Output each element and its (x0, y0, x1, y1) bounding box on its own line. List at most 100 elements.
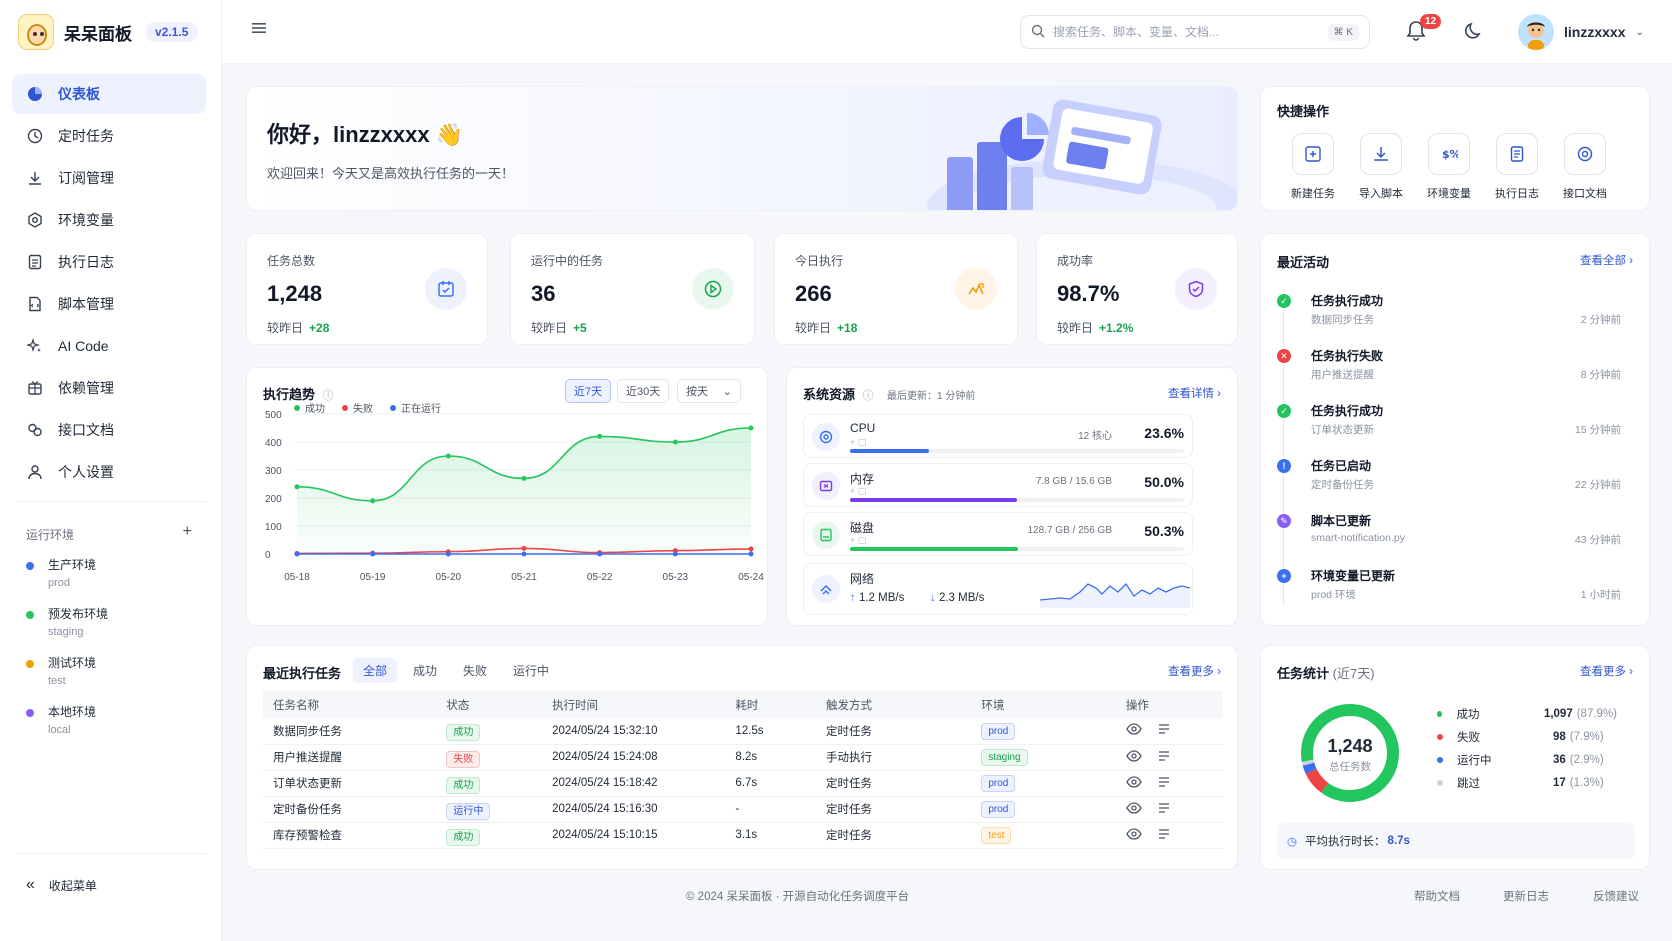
resource-name: 磁盘 (850, 521, 875, 535)
log-icon[interactable] (1158, 750, 1170, 765)
data-point[interactable] (294, 551, 300, 557)
range-30d-button[interactable]: 近30天 (617, 379, 670, 403)
quick-action-label: 新建任务 (1291, 188, 1335, 200)
footer-feedback-link[interactable]: 反馈建议 (1593, 891, 1639, 903)
quick-action-4[interactable]: 执行日志 (1489, 133, 1545, 201)
stats-more-link[interactable]: 查看更多 › (1579, 666, 1633, 678)
env-item[interactable]: 本地环境 local (26, 703, 108, 736)
eye-icon[interactable] (1126, 775, 1142, 791)
sidebar-item-5[interactable]: 执行日志 (12, 242, 206, 282)
data-point[interactable] (445, 551, 451, 557)
data-point[interactable] (445, 453, 451, 459)
user-menu[interactable]: linzzxxxx ⌄ (1518, 14, 1644, 50)
data-point[interactable] (597, 433, 603, 439)
bell-icon[interactable] (1406, 20, 1426, 45)
sidebar-item-9[interactable]: 接口文档 (12, 410, 206, 450)
data-point[interactable] (521, 545, 527, 551)
data-point[interactable] (521, 475, 527, 481)
env-item[interactable]: 预发布环境 staging (26, 605, 108, 638)
env-name: 测试环境 (48, 656, 97, 670)
footer-changelog-link[interactable]: 更新日志 (1503, 891, 1549, 903)
sidebar-item-7[interactable]: AI Code (12, 326, 206, 366)
table-row[interactable]: 用户推送提醒 失败 2024/05/24 15:24:08 8.2s 手动执行 stagi… (263, 744, 1223, 771)
table-row[interactable]: 数据同步任务 成功 2024/05/24 15:32:10 12.5s 定时任务 prod (263, 718, 1223, 745)
eye-icon[interactable] (1126, 827, 1142, 843)
log-icon[interactable] (1158, 828, 1170, 843)
quick-action-5[interactable]: 接口文档 (1557, 133, 1613, 201)
sidebar-item-label: 个人设置 (58, 464, 114, 480)
resource-expand-icon[interactable]: + ▢ (850, 535, 867, 545)
resource-row: 内存 + ▢ 7.8 GB / 15.6 GB 50.0% (803, 463, 1193, 507)
sidebar-item-4[interactable]: 环境变量 (12, 200, 206, 240)
data-point[interactable] (597, 551, 603, 557)
legend-pct: (2.9%) (1569, 754, 1604, 766)
quick-action-3[interactable]: $% 环境变量 (1421, 133, 1477, 201)
legend-item[interactable]: 失败 (342, 402, 373, 415)
eye-icon[interactable] (1126, 723, 1142, 738)
search-input[interactable] (1053, 25, 1320, 39)
eye-icon[interactable] (1126, 749, 1142, 765)
data-point[interactable] (370, 498, 376, 504)
quick-action-1[interactable]: 新建任务 (1285, 133, 1341, 201)
legend-name: 成功 (1456, 709, 1480, 721)
table-row[interactable]: 订单状态更新 成功 2024/05/24 15:18:42 6.7s 定时任务 prod (263, 770, 1223, 797)
sidebar-item-1[interactable]: 仪表板 (12, 74, 206, 114)
activity-sub: 数据同步任务 (1311, 314, 1374, 326)
stat-compare-label: 较昨日 (531, 321, 568, 335)
task-tab-2[interactable]: 成功 (413, 664, 438, 678)
data-point[interactable] (748, 425, 754, 431)
table-row[interactable]: 库存预警检查 成功 2024/05/24 15:10:15 3.1s 定时任务 test (263, 822, 1223, 849)
data-point[interactable] (748, 546, 754, 552)
add-env-button[interactable]: + (182, 523, 192, 540)
trend-title-text: 执行趋势 (263, 387, 316, 402)
sidebar-item-label: 接口文档 (58, 422, 114, 438)
eye-icon[interactable] (1126, 801, 1142, 817)
variable-icon: $% (1428, 133, 1470, 175)
legend-item[interactable]: 正在运行 (390, 402, 441, 415)
legend-item[interactable]: 成功 (294, 403, 325, 415)
sidebar-item-10[interactable]: 个人设置 (12, 452, 206, 492)
moon-icon[interactable] (1464, 21, 1484, 44)
data-point[interactable] (672, 439, 678, 445)
log-icon[interactable] (1158, 776, 1170, 791)
activity-title: 任务执行成功 (1311, 404, 1384, 418)
footer-help-link[interactable]: 帮助文档 (1414, 891, 1460, 903)
sidebar-item-8[interactable]: 依赖管理 (12, 368, 206, 408)
sidebar-item-2[interactable]: 定时任务 (12, 116, 206, 156)
env-item[interactable]: 生产环境 prod (26, 556, 108, 589)
task-name: 用户推送提醒 (263, 744, 447, 771)
stat-delta: +18 (837, 321, 858, 335)
data-point[interactable] (521, 551, 527, 557)
sidebar-item-label: 仪表板 (58, 86, 100, 102)
data-point[interactable] (672, 551, 678, 557)
group-select[interactable]: 按天 ⌄ (677, 379, 741, 403)
env-badge: test (981, 827, 1012, 844)
view-more-link[interactable]: 查看更多 › (1167, 666, 1221, 678)
sidebar-item-3[interactable]: 订阅管理 (12, 158, 206, 198)
table-row[interactable]: 定时备份任务 运行中 2024/05/24 15:16:30- 定时任务 prod (263, 796, 1223, 823)
stat-compare: 较昨日 +18 (795, 319, 997, 336)
quick-action-2[interactable]: 导入脚本 (1353, 133, 1409, 201)
env-item[interactable]: 测试环境 test (26, 654, 108, 687)
donut-slice[interactable] (1301, 704, 1399, 802)
data-point[interactable] (370, 551, 376, 557)
collapse-menu-button[interactable]: « 收起菜单 (26, 876, 97, 894)
view-all-link[interactable]: 查看全部 › (1579, 255, 1633, 267)
log-icon[interactable] (1158, 802, 1170, 817)
x-tick-label: 05-23 (663, 572, 689, 583)
resource-expand-icon[interactable]: + ▢ (850, 486, 867, 496)
data-point[interactable] (294, 484, 300, 490)
menu-toggle-icon[interactable] (252, 22, 266, 37)
range-7d-button[interactable]: 近7天 (565, 379, 612, 403)
task-tab-4[interactable]: 运行中 (513, 664, 550, 678)
resource-row: CPU + ▢ 12 核心 23.6% (803, 414, 1193, 458)
stat-legend-item: 运行中 36 (2.9%) (1437, 752, 1617, 768)
sidebar-item-6[interactable]: 脚本管理 (12, 284, 206, 324)
brand[interactable]: 呆呆面板 (18, 14, 132, 50)
log-icon[interactable] (1158, 724, 1170, 738)
resource-expand-icon[interactable]: + ▢ (850, 437, 867, 447)
task-tab-1[interactable]: 全部 (353, 658, 398, 683)
view-detail-link[interactable]: 查看详情 › (1167, 388, 1221, 400)
task-tab-3[interactable]: 失败 (463, 664, 488, 678)
data-point[interactable] (748, 551, 754, 557)
